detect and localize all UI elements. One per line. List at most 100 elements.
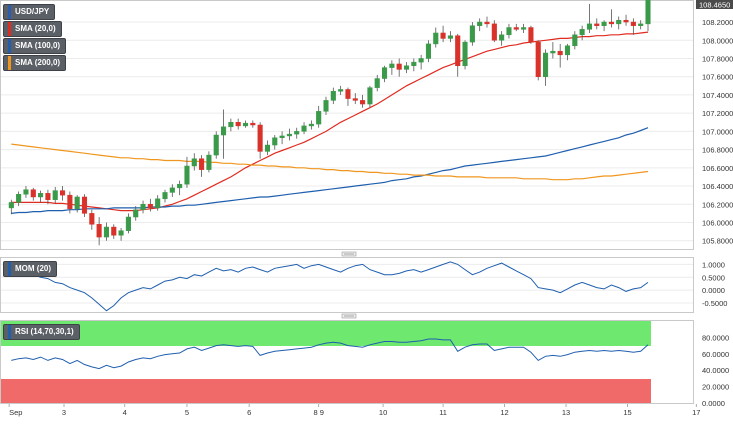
price-indicator-lines <box>11 31 649 214</box>
rsi-line <box>11 338 649 370</box>
candle-body-bearish <box>528 27 534 43</box>
rsi-oversold-zone <box>1 379 651 403</box>
candle-body-bearish <box>30 189 36 198</box>
price-tick-label: 106.4000 <box>702 182 733 191</box>
legend-momentum[interactable]: MOM (20) <box>3 261 57 277</box>
candle-body-bearish <box>96 224 102 238</box>
candle-body-bullish <box>301 125 307 132</box>
candle-body-bullish <box>477 21 483 26</box>
momentum-tick-label: 1.0000 <box>702 260 725 269</box>
candle-body-bullish <box>579 29 585 36</box>
candle-body-bullish <box>411 61 417 67</box>
price-tick-label: 106.8000 <box>702 146 733 155</box>
mom-panel-resize-handle[interactable] <box>341 313 357 319</box>
time-tick-label: 8 9 <box>313 408 323 417</box>
price-tick-label: 106.2000 <box>702 200 733 209</box>
price-candles <box>8 0 651 246</box>
candle-body-bearish <box>535 41 541 77</box>
candle-body-bullish <box>213 134 219 156</box>
price-tick-label: 105.8000 <box>702 237 733 246</box>
candle-body-bullish <box>645 0 651 25</box>
candle-body-bullish <box>462 41 468 67</box>
candle-body-bullish <box>601 21 607 26</box>
rsi-panel-frame <box>0 320 694 404</box>
candle-body-bullish <box>155 198 161 209</box>
indicator-line-sma-100 <box>11 127 649 214</box>
candle-body-bullish <box>125 216 131 231</box>
candle-body-bullish <box>38 193 44 198</box>
time-tick-label: 3 <box>62 408 66 417</box>
legend-symbol[interactable]: USD/JPY <box>3 4 56 20</box>
rsi-overbought-zone <box>1 321 651 346</box>
time-tick-label: 15 <box>623 408 631 417</box>
time-tick-label: 6 <box>247 408 251 417</box>
candle-body-bullish <box>323 100 329 112</box>
legend-sma-200[interactable]: SMA (200,0) <box>3 55 67 71</box>
candle-body-bullish <box>330 91 336 101</box>
candle-body-bearish <box>484 21 490 25</box>
time-tick-label: 11 <box>439 408 447 417</box>
candle-body-bearish <box>440 32 446 39</box>
legend-momentum-label: MOM (20) <box>15 264 51 273</box>
candle-body-bullish <box>228 122 234 128</box>
momentum-tick-label: 0.5000 <box>702 273 725 282</box>
price-tick-label: 106.6000 <box>702 164 733 173</box>
indicator-line-sma-200 <box>11 143 649 181</box>
legend-sma-20[interactable]: SMA (20,0) <box>3 21 62 37</box>
candle-body-bullish <box>338 89 344 92</box>
candle-body-bearish <box>250 122 256 126</box>
legend-swatch <box>8 39 11 53</box>
legend-sma-20-label: SMA (20,0) <box>15 24 56 33</box>
candle-body-bullish <box>316 111 322 125</box>
price-tick-label: 107.6000 <box>702 73 733 82</box>
candle-body-bullish <box>469 25 475 43</box>
legend-sma-200-label: SMA (200,0) <box>15 58 61 67</box>
candle-body-bearish <box>111 226 117 236</box>
candle-body-bearish <box>352 98 358 101</box>
candle-body-bearish <box>623 19 629 23</box>
momentum-line <box>11 261 649 312</box>
candle-body-bullish <box>206 154 212 170</box>
candle-body-bullish <box>264 144 271 152</box>
price-tick-label: 106.0000 <box>702 218 733 227</box>
candle-body-bearish <box>360 100 366 105</box>
candle-body-bullish <box>403 65 410 70</box>
legend-sma-100[interactable]: SMA (100,0) <box>3 38 67 54</box>
candle-body-bullish <box>638 23 644 26</box>
candle-body-bullish <box>499 34 505 41</box>
last-price-tag: 108.4650 <box>696 0 733 10</box>
legend-swatch <box>8 22 11 36</box>
candle-body-bullish <box>220 126 227 136</box>
candle-body-bullish <box>418 58 424 63</box>
candle-body-bearish <box>345 89 351 99</box>
candle-body-bullish <box>118 230 124 236</box>
legend-sma-100-label: SMA (100,0) <box>15 41 61 50</box>
legend-rsi[interactable]: RSI (14,70,30,1) <box>3 324 80 340</box>
candle-body-bullish <box>184 165 190 185</box>
candle-body-bullish <box>23 189 29 195</box>
time-tick-label: 12 <box>500 408 508 417</box>
candle-body-bearish <box>455 35 461 67</box>
candle-body-bearish <box>59 190 66 196</box>
candle-body-bearish <box>594 23 600 26</box>
candle-body-bullish <box>564 45 571 56</box>
price-panel-resize-handle[interactable] <box>341 251 357 257</box>
candle-body-bullish <box>133 209 139 218</box>
candle-body-bearish <box>235 122 241 127</box>
candle-body-bullish <box>279 135 285 139</box>
candle-body-bearish <box>630 21 636 26</box>
candle-body-bullish <box>389 63 395 68</box>
candle-body-bullish <box>74 196 80 210</box>
price-tick-label: 108.0000 <box>702 36 733 45</box>
candle-body-bullish <box>242 122 249 127</box>
time-tick-label: 10 <box>379 408 387 417</box>
candle-body-bearish <box>45 193 51 200</box>
candle-body-bearish <box>557 50 563 56</box>
candle-body-bullish <box>550 50 556 54</box>
candle-body-bullish <box>8 202 14 209</box>
price-tick-label: 107.0000 <box>702 127 733 136</box>
price-tick-label: 107.2000 <box>702 109 733 118</box>
